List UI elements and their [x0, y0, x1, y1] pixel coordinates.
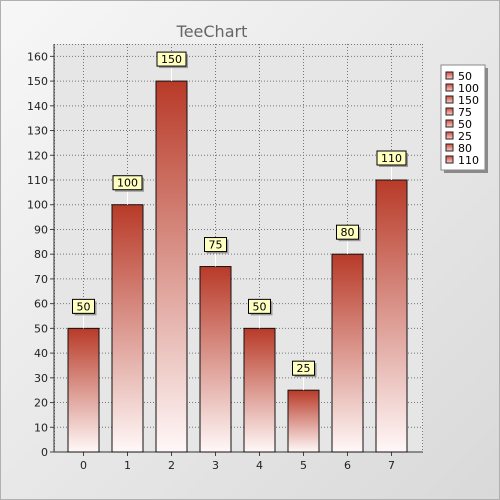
- legend-swatch: [445, 83, 454, 92]
- y-tick-label: 60: [34, 298, 48, 311]
- data-labels: 50 100 150 75 50 25 80 110: [72, 51, 408, 391]
- data-label: 80: [341, 226, 355, 239]
- data-label: 100: [117, 177, 138, 190]
- legend-entry: 75: [458, 106, 472, 119]
- bar-3: [199, 266, 232, 453]
- data-label-box: [336, 224, 359, 240]
- bar-4: [243, 327, 276, 453]
- legend-entry: 150: [458, 94, 479, 107]
- data-label-box: [292, 360, 315, 376]
- y-tick-label: 30: [34, 372, 48, 385]
- bar-5: [287, 389, 320, 453]
- data-label: 50: [253, 300, 267, 313]
- x-tick-label: 2: [168, 459, 175, 472]
- data-label: 110: [381, 152, 402, 165]
- bar-7: [375, 179, 408, 453]
- x-tick-label: 4: [256, 459, 263, 472]
- bar-6: [331, 253, 364, 453]
- x-tick-label: 7: [388, 459, 395, 472]
- legend-entry: 50: [458, 118, 472, 131]
- legend-swatch: [445, 71, 454, 80]
- data-label-box: [72, 298, 95, 314]
- data-label-box: [248, 298, 271, 314]
- plot-area: [54, 44, 423, 452]
- bar-1: [111, 204, 144, 453]
- legend-entry: 25: [458, 130, 472, 143]
- bar-2: [155, 80, 188, 453]
- y-tick-label: 160: [27, 50, 48, 63]
- y-tick-label: 140: [27, 100, 48, 113]
- data-label-box: [112, 175, 143, 191]
- y-tick-label: 150: [27, 75, 48, 88]
- y-tick-label: 110: [27, 174, 48, 187]
- legend-swatch: [445, 131, 454, 140]
- legend-entry: 100: [458, 82, 479, 95]
- x-tick-label: 1: [124, 459, 131, 472]
- legend-swatch: [445, 107, 454, 116]
- data-label-box: [376, 150, 407, 166]
- bars: [67, 80, 408, 453]
- y-tick-label: 120: [27, 149, 48, 162]
- legend-entry: 50: [458, 70, 472, 83]
- data-label-box: [204, 237, 227, 253]
- legend-swatch: [445, 119, 454, 128]
- data-label: 25: [297, 362, 311, 375]
- legend-swatch: [445, 95, 454, 104]
- y-tick-label: 20: [34, 397, 48, 410]
- legend-box: [440, 64, 486, 171]
- y-tick-label: 100: [27, 199, 48, 212]
- data-label: 150: [161, 53, 182, 66]
- y-tick-label: 90: [34, 223, 48, 236]
- x-tick-label: 6: [344, 459, 351, 472]
- y-tick-label: 130: [27, 125, 48, 138]
- data-label: 75: [209, 239, 223, 252]
- legend-swatch: [445, 143, 454, 152]
- bar-0: [67, 327, 100, 453]
- chart-title: TeeChart: [176, 22, 248, 41]
- y-tick-label: 10: [34, 421, 48, 434]
- y-tick-label: 80: [34, 248, 48, 261]
- legend-entry: 110: [458, 154, 479, 167]
- y-tick-label: 70: [34, 273, 48, 286]
- y-tick-label: 50: [34, 322, 48, 335]
- data-label-box: [156, 51, 187, 67]
- data-label: 50: [77, 300, 91, 313]
- x-tick-label: 0: [80, 459, 87, 472]
- legend-entry: 80: [458, 142, 472, 155]
- legend-swatch: [445, 155, 454, 164]
- y-tick-label: 0: [41, 446, 48, 459]
- x-tick-label: 3: [212, 459, 219, 472]
- x-tick-label: 5: [300, 459, 307, 472]
- y-tick-label: 40: [34, 347, 48, 360]
